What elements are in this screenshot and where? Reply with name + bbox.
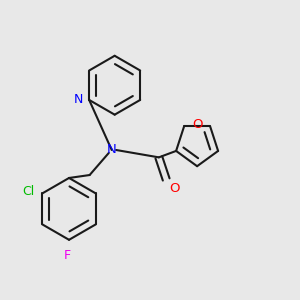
Text: N: N (107, 143, 117, 157)
Text: F: F (64, 249, 71, 262)
Text: O: O (170, 182, 180, 195)
Text: N: N (73, 93, 83, 106)
Text: Cl: Cl (22, 185, 35, 199)
Text: O: O (192, 118, 203, 131)
